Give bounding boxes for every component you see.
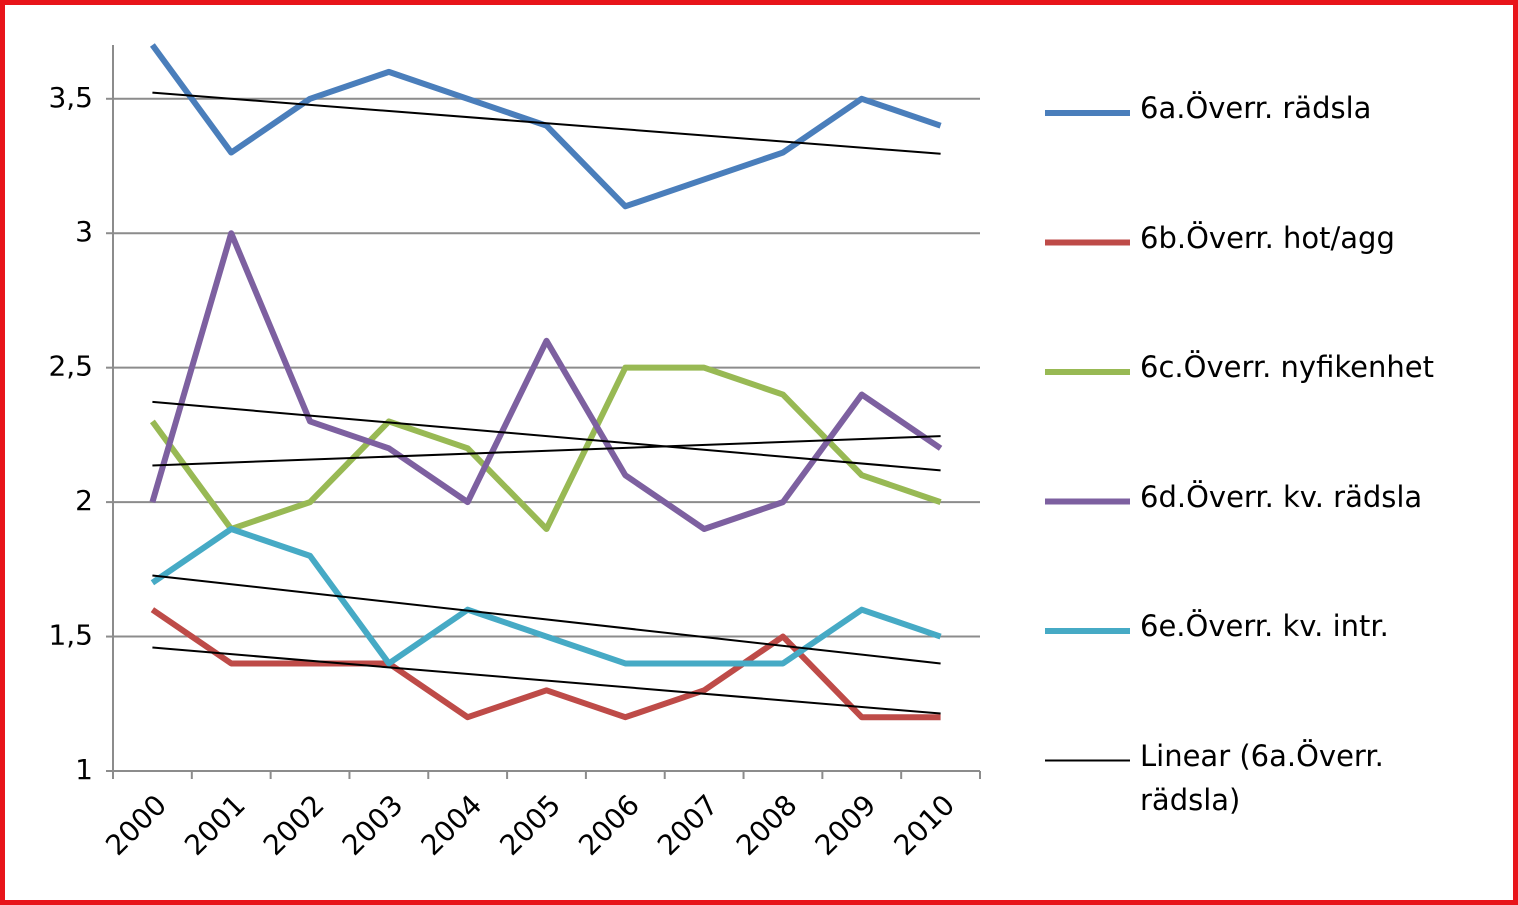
series-line <box>150 526 942 667</box>
x-tick-label: 2001 <box>178 788 252 862</box>
x-tick-label: 2006 <box>572 788 646 862</box>
x-tick-label: 2005 <box>493 788 567 862</box>
x-tick-label: 2003 <box>336 788 410 862</box>
legend-label: 6d.Överr. kv. rädsla <box>1140 479 1423 514</box>
legend-label: Linear (6a.Överr. rädsla) <box>1140 738 1384 817</box>
series-line <box>149 230 943 532</box>
y-tick-label: 2 <box>75 484 93 517</box>
series-line <box>149 43 942 210</box>
trendline <box>152 435 941 467</box>
y-tick-label: 1,5 <box>48 619 93 652</box>
series-line <box>150 607 941 721</box>
chart: 1 1,5 2 2,5 3 3,5 2000 2001 2002 2003 2004 2005 2006… <box>48 43 1130 862</box>
x-tick-label: 2009 <box>809 788 883 862</box>
legend-label: 6b.Överr. hot/agg <box>1140 220 1395 255</box>
y-tick-label: 3,5 <box>48 81 93 114</box>
y-tick-label: 1 <box>75 753 93 786</box>
x-tick-label: 2008 <box>730 788 804 862</box>
legend-label: 6c.Överr. nyfikenhet <box>1140 350 1434 384</box>
y-tick-label: 3 <box>75 215 93 248</box>
x-tick-label: 2010 <box>887 788 961 862</box>
x-tick-label: 2002 <box>257 788 331 862</box>
x-tick-label: 2007 <box>651 788 725 862</box>
trendline <box>152 91 941 155</box>
trendline <box>152 400 941 472</box>
trendline <box>152 646 941 715</box>
legend-label: 6a.Överr. rädsla <box>1140 91 1372 125</box>
trendline <box>152 574 941 665</box>
series-line <box>149 364 942 532</box>
x-tick-label: 2000 <box>99 788 173 862</box>
y-tick-label: 2,5 <box>48 350 93 383</box>
legend-label: 6e.Överr. kv. intr. <box>1140 609 1389 643</box>
x-tick-label: 2004 <box>415 788 489 862</box>
